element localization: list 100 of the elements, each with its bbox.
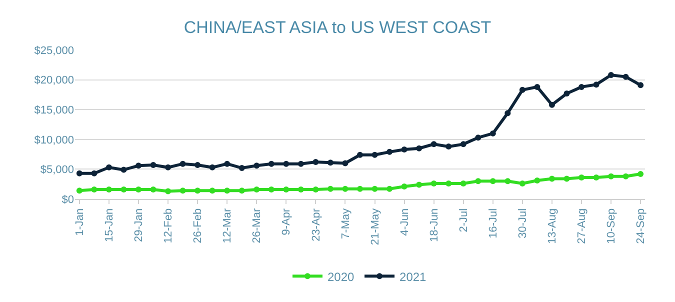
- point: [268, 160, 274, 167]
- legend-label: 2020: [328, 270, 355, 284]
- point: [224, 188, 230, 194]
- point: [298, 160, 304, 167]
- point: [519, 180, 526, 186]
- x-tick-label: 10-Sep: [606, 208, 618, 244]
- point: [209, 164, 216, 170]
- point: [150, 162, 156, 168]
- point: [180, 188, 186, 194]
- x-tick-label: 7-May: [340, 208, 352, 239]
- point: [490, 130, 496, 136]
- point: [548, 176, 555, 182]
- point: [224, 160, 230, 167]
- x-tick-label: 2-Jul: [458, 208, 470, 232]
- x-tick-label: 18-Jun: [428, 208, 440, 242]
- point: [342, 160, 348, 166]
- y-tick-label: $20,000: [34, 74, 74, 87]
- point: [283, 186, 290, 192]
- point: [446, 180, 452, 186]
- point: [416, 145, 422, 152]
- point: [564, 176, 570, 182]
- point: [430, 180, 437, 186]
- point: [593, 82, 600, 88]
- x-tick-label: 26-Feb: [192, 208, 204, 244]
- point: [120, 166, 127, 173]
- point: [357, 186, 363, 192]
- point: [342, 186, 348, 192]
- y-tick-label: $15,000: [34, 104, 74, 116]
- point: [608, 72, 614, 78]
- x-tick-label: 9-Apr: [280, 208, 293, 236]
- x-tick-label: 4-Jun: [398, 208, 411, 236]
- point: [548, 102, 555, 108]
- point: [504, 110, 511, 116]
- point: [327, 186, 334, 192]
- x-tick-label: 27-Aug: [576, 208, 588, 244]
- x-tick-label: 15-Jan: [104, 208, 116, 242]
- chart-title: CHINA/EAST ASIA to US WEST COAST: [184, 18, 492, 38]
- point: [401, 183, 408, 190]
- point: [564, 90, 570, 97]
- point: [76, 188, 82, 194]
- point: [238, 165, 245, 172]
- point: [150, 186, 156, 192]
- x-tick-label: 26-Mar: [251, 208, 264, 244]
- x-tick-label: 1-Jan: [74, 208, 86, 236]
- point: [312, 159, 319, 166]
- point: [283, 160, 290, 167]
- point: [460, 141, 466, 148]
- point: [91, 170, 98, 176]
- x-tick-label: 12-Mar: [222, 208, 234, 244]
- point: [136, 162, 142, 169]
- x-tick-label: 16-Jul: [487, 208, 500, 238]
- x-tick-label: 12-Feb: [162, 208, 175, 244]
- legend-label: 2021: [400, 270, 427, 284]
- point: [312, 186, 319, 192]
- point: [165, 188, 172, 194]
- point: [622, 173, 629, 180]
- y-tick-label: $0: [62, 194, 74, 206]
- point: [578, 174, 584, 181]
- point: [608, 173, 614, 180]
- point: [638, 82, 644, 88]
- point: [622, 74, 629, 80]
- point: [475, 178, 482, 184]
- point: [534, 178, 540, 184]
- point: [165, 164, 172, 170]
- x-tick-label: 13-Aug: [546, 208, 559, 244]
- point: [194, 162, 201, 168]
- point: [638, 170, 644, 177]
- point: [194, 188, 201, 194]
- x-tick-label: 24-Sep: [635, 208, 648, 244]
- point: [327, 160, 334, 166]
- point: [238, 188, 245, 194]
- point: [298, 186, 304, 192]
- point: [519, 86, 526, 93]
- point: [120, 186, 127, 192]
- point: [268, 186, 274, 192]
- point: [386, 148, 393, 155]
- x-tick-label: 21-May: [369, 208, 382, 246]
- x-tick-label: 30-Jul: [517, 208, 530, 238]
- point: [475, 134, 482, 141]
- point: [106, 164, 112, 170]
- point: [180, 160, 186, 167]
- point: [386, 186, 393, 192]
- point: [490, 178, 496, 184]
- y-tick-label: $25,000: [34, 44, 74, 57]
- point: [460, 180, 466, 186]
- y-tick-label: $10,000: [34, 134, 74, 146]
- point: [372, 152, 378, 158]
- point: [136, 186, 142, 192]
- point: [430, 141, 437, 148]
- point: [372, 186, 378, 192]
- point: [254, 186, 260, 192]
- point: [416, 182, 422, 188]
- point: [254, 162, 260, 169]
- x-tick-label: 29-Jan: [133, 208, 146, 242]
- x-tick-label: 23-Apr: [310, 208, 322, 242]
- point: [401, 146, 408, 153]
- point: [593, 174, 600, 181]
- point: [91, 186, 98, 192]
- point: [578, 84, 584, 90]
- point: [76, 170, 82, 176]
